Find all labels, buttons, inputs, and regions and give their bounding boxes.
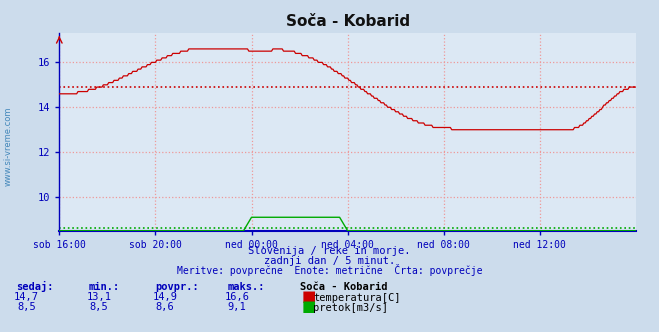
Text: ■: ■ [301,290,316,304]
Text: ■: ■ [301,299,316,314]
Text: 14,9: 14,9 [152,292,177,302]
Title: Soča - Kobarid: Soča - Kobarid [285,14,410,29]
Text: pretok[m3/s]: pretok[m3/s] [313,303,388,313]
Text: maks.:: maks.: [227,283,265,292]
Text: 8,6: 8,6 [156,302,174,312]
Text: www.si-vreme.com: www.si-vreme.com [4,106,13,186]
Text: temperatura[C]: temperatura[C] [313,293,401,303]
Text: Meritve: povprečne  Enote: metrične  Črta: povprečje: Meritve: povprečne Enote: metrične Črta:… [177,264,482,276]
Text: zadnji dan / 5 minut.: zadnji dan / 5 minut. [264,256,395,266]
Text: 8,5: 8,5 [17,302,36,312]
Text: 16,6: 16,6 [225,292,250,302]
Text: Slovenija / reke in morje.: Slovenija / reke in morje. [248,246,411,256]
Text: Soča - Kobarid: Soča - Kobarid [300,283,387,292]
Text: min.:: min.: [89,283,120,292]
Text: povpr.:: povpr.: [155,283,198,292]
Text: sedaj:: sedaj: [16,282,54,292]
Text: 14,7: 14,7 [14,292,39,302]
Text: 9,1: 9,1 [228,302,246,312]
Text: 8,5: 8,5 [90,302,108,312]
Text: 13,1: 13,1 [86,292,111,302]
